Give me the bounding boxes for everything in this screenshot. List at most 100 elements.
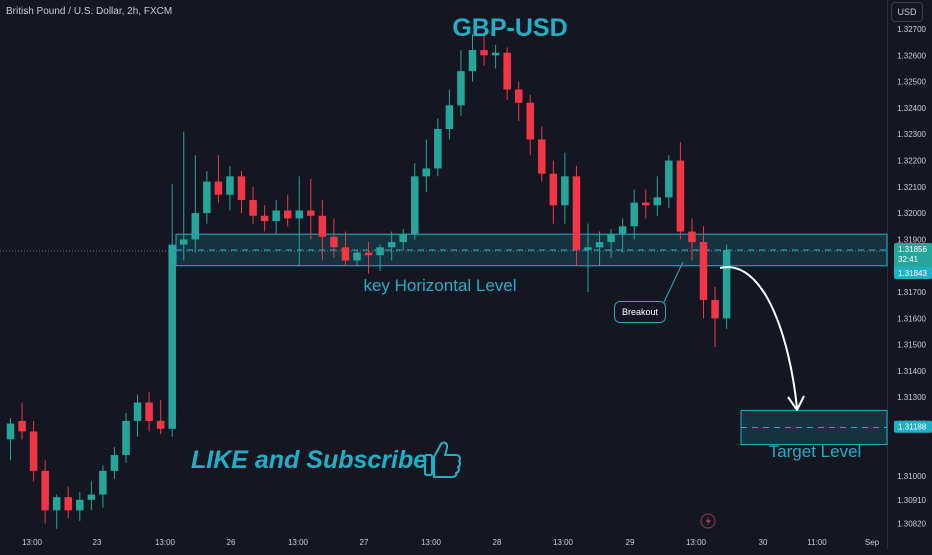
y-tick-label: 1.31300 (897, 393, 926, 402)
candle (283, 194, 292, 227)
symbol-title: British Pound / U.S. Dollar, 2h, FXCM (6, 6, 173, 17)
candle-body (156, 420, 165, 429)
candle-body (341, 247, 350, 261)
candle (237, 171, 246, 214)
y-tick-label: 1.32600 (897, 51, 926, 60)
candle-body (665, 160, 673, 198)
candle-body (422, 168, 431, 177)
thumbs-up-hand (433, 441, 462, 478)
lightning-icon-bolt (705, 516, 711, 526)
candle (214, 155, 223, 203)
candles-layer (6, 34, 731, 529)
y-tick-label: 1.31600 (897, 314, 926, 323)
y-tick-label: 1.32000 (897, 209, 926, 218)
lightning-icon-ring (700, 513, 716, 529)
candle (595, 231, 604, 266)
target-price-label: 1.31188 (894, 420, 932, 433)
promo-text: LIKE and Subscribe (191, 446, 428, 474)
candle-body (468, 50, 477, 72)
candle-body (364, 252, 373, 256)
candle (52, 494, 61, 529)
candle-body (76, 499, 84, 511)
y-tick-label: 1.32400 (897, 104, 926, 113)
y-tick-label: 1.32700 (897, 25, 926, 34)
candle-body (411, 176, 419, 235)
thumbs-up-icon (424, 441, 462, 478)
second-price-label: 1.31843 (894, 267, 932, 280)
candle (318, 199, 327, 261)
candle-body (387, 242, 396, 248)
candle-body (6, 423, 15, 440)
candle-body (676, 160, 685, 232)
candle-body (64, 497, 72, 511)
candle-body (318, 215, 327, 237)
candle-body (399, 234, 407, 243)
candle (422, 139, 431, 193)
candle-body (330, 236, 338, 248)
candle-body (526, 102, 534, 140)
candle (203, 171, 211, 224)
candle-body (249, 199, 257, 216)
candle-body (514, 89, 523, 103)
candle-body (353, 252, 361, 261)
x-tick-label: 30 (759, 538, 768, 547)
candle (434, 118, 442, 177)
candle (642, 189, 650, 219)
chart-headline: GBP-USD (452, 14, 568, 42)
candle (699, 226, 708, 319)
candle (330, 218, 338, 258)
candle-body (295, 210, 303, 219)
last-price-text: 1.31856 (898, 245, 927, 254)
candle-body (87, 494, 96, 500)
x-tick-label: 28 (493, 538, 502, 547)
x-tick-label: Sep (865, 538, 880, 547)
x-tick-label: 13:00 (155, 538, 176, 547)
y-tick-label: 1.32100 (897, 183, 926, 192)
y-tick-label: 1.30910 (897, 496, 926, 505)
candle (676, 142, 685, 240)
candle-body (538, 139, 546, 174)
candle (180, 131, 188, 261)
currency-button[interactable]: USD (891, 2, 923, 22)
y-tick-label: 1.32200 (897, 157, 926, 166)
candle (584, 223, 592, 293)
target-level-label: Target Level (768, 442, 862, 461)
x-tick-label: 13:00 (686, 538, 707, 547)
candle (260, 205, 269, 232)
candle (572, 165, 581, 266)
target-price-badge (894, 420, 932, 433)
candle-body (133, 402, 142, 421)
candle (688, 218, 696, 261)
icons-layer (424, 441, 716, 529)
candle-body (711, 299, 719, 319)
candle-body (688, 231, 696, 243)
candle (18, 402, 26, 440)
candle-body (584, 247, 592, 250)
candle (480, 34, 488, 66)
y-tick-label: 1.31000 (897, 472, 926, 481)
breakout-label: Breakout (614, 301, 666, 323)
key-level-label: key Horizontal Level (363, 276, 517, 295)
candle (133, 394, 142, 437)
candle-body (699, 242, 708, 300)
candle (630, 189, 638, 240)
candle-body (607, 234, 615, 243)
candle-body (722, 249, 731, 319)
candle-body (630, 202, 638, 227)
candle-body (41, 470, 49, 511)
candle (307, 178, 315, 240)
candle (99, 465, 107, 508)
candle (249, 186, 257, 224)
candle-body (18, 420, 26, 432)
candle (376, 244, 384, 271)
candle-body (29, 431, 38, 471)
target-arrow-head (787, 395, 805, 411)
thumbs-up-cuff (424, 454, 433, 476)
lightning-icon (700, 513, 716, 529)
candle-body (653, 197, 662, 206)
candle-body (260, 215, 269, 222)
x-tick-label: 26 (227, 538, 236, 547)
